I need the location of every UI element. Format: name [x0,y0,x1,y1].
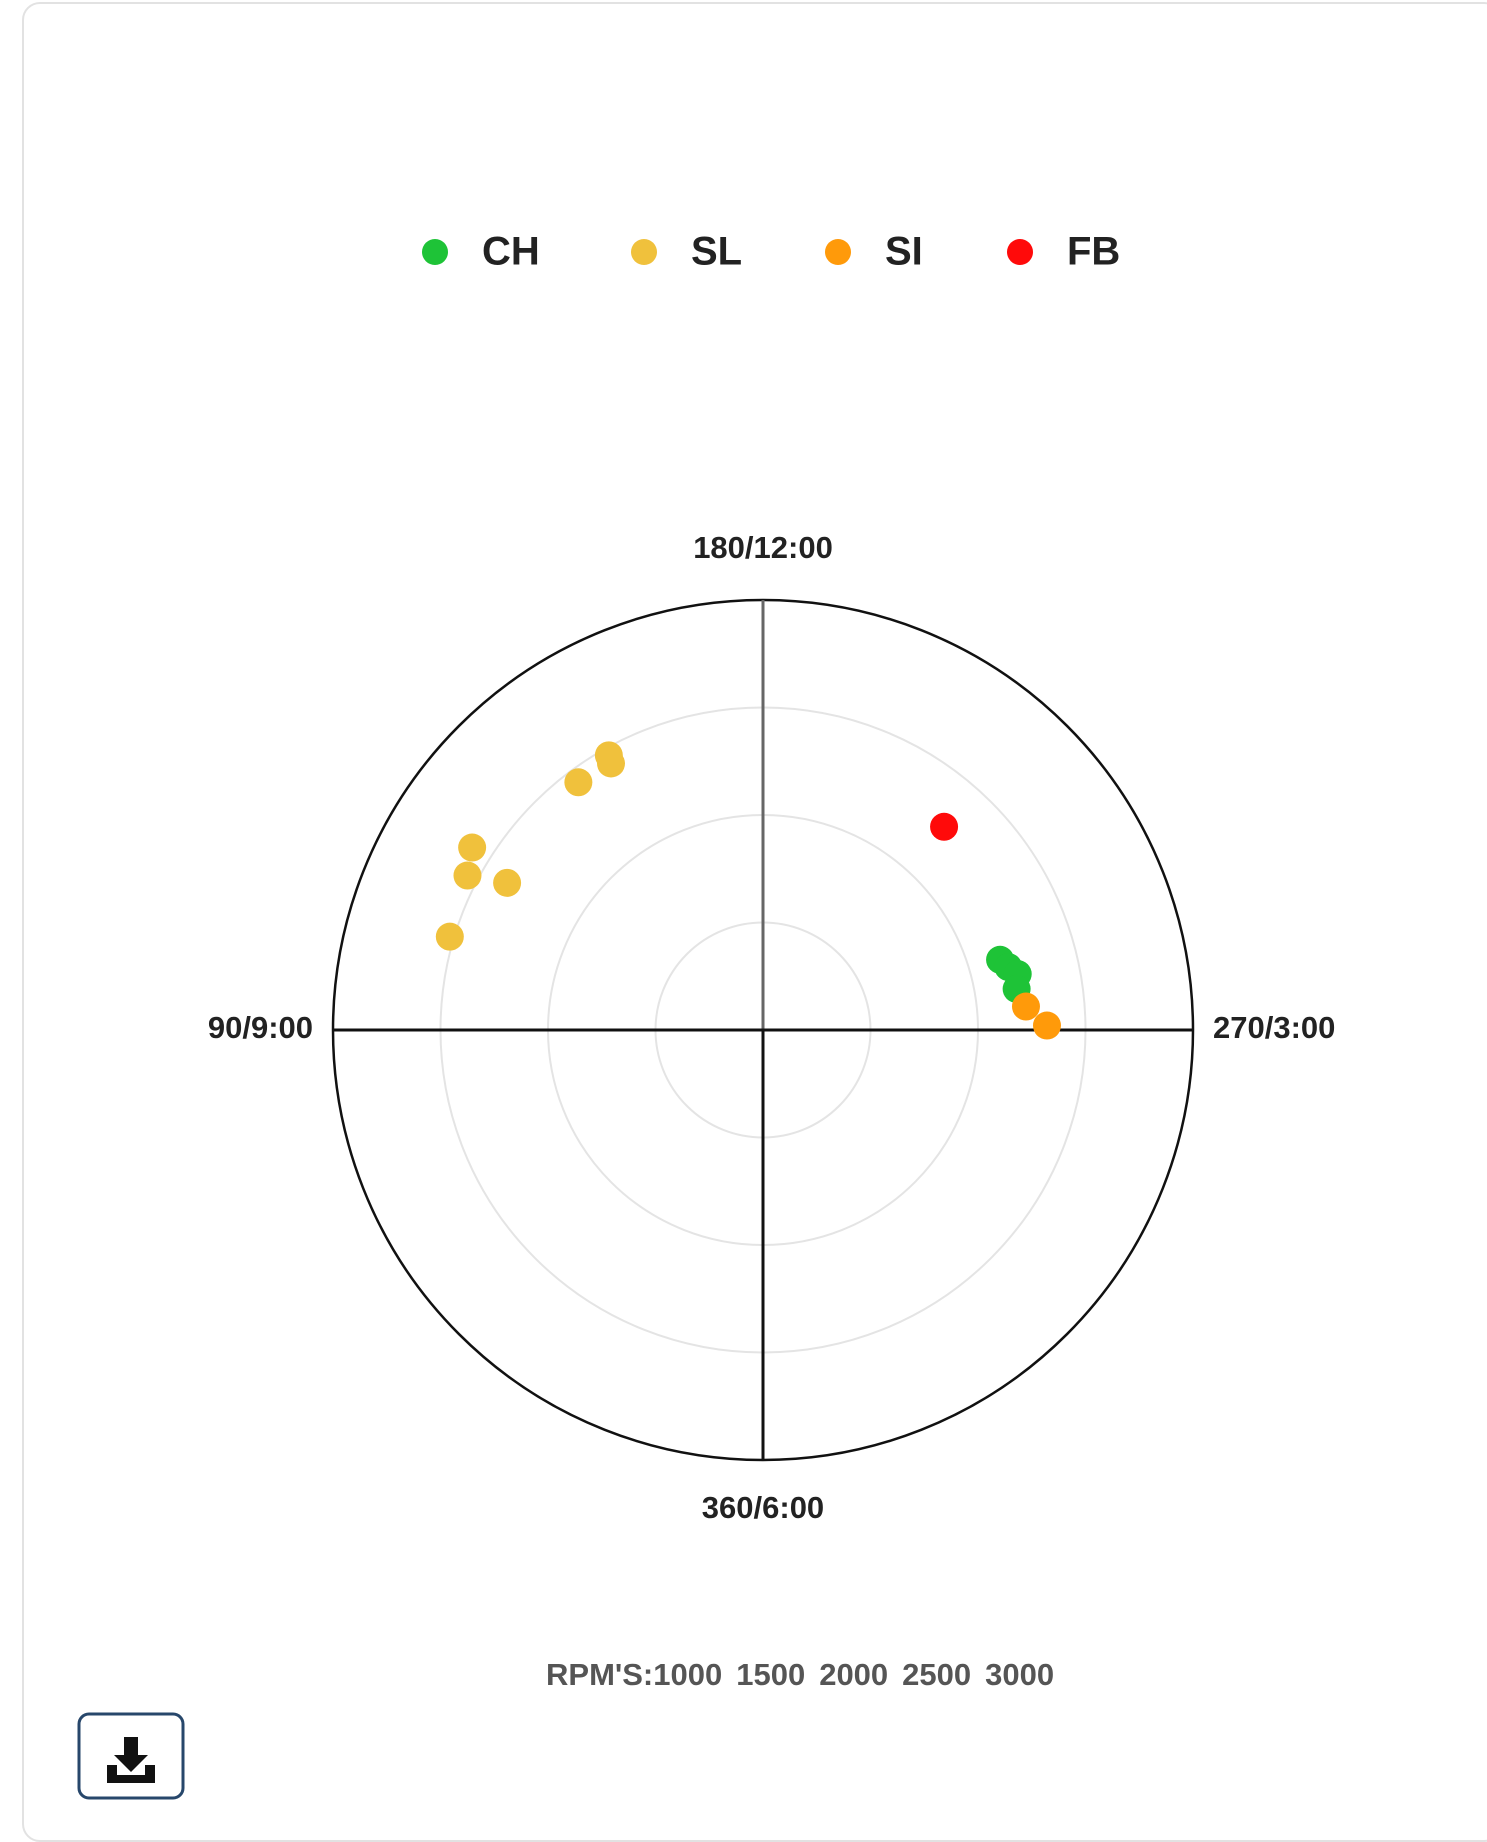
download-button[interactable] [77,1712,185,1800]
legend-marker [1007,239,1033,265]
download-icon [107,1737,155,1783]
legend-label: SL [691,230,742,274]
point [1032,1011,1061,1040]
legend-marker [825,239,851,265]
legend-marker [422,239,448,265]
angle-label: 270/3:00 [1213,1010,1335,1045]
rpm-tick-label: 3000 [985,1657,1054,1692]
point [493,868,522,897]
legend-label: CH [482,230,540,274]
point [564,768,593,797]
point [453,861,482,890]
point [435,922,464,951]
rpm-tick-label: 1500 [736,1657,805,1692]
point [458,833,487,862]
rpm-label: RPM'S: [546,1657,653,1692]
angle-label: 180/12:00 [693,530,833,565]
legend-label: FB [1067,230,1120,274]
rpm-tick-label: 2000 [819,1657,888,1692]
rpm-scale: RPM'S:1000 1500 2000 2500 3000 [546,1657,1054,1692]
rpm-tick-label: 2500 [902,1657,971,1692]
point [930,812,959,841]
point [1011,992,1040,1021]
point [596,749,625,778]
legend-label: SI [885,230,923,274]
angle-label: 360/6:00 [702,1490,824,1525]
rpm-tick-label: 1000 [653,1657,722,1692]
legend-marker [631,239,657,265]
angle-label: 90/9:00 [208,1010,313,1045]
